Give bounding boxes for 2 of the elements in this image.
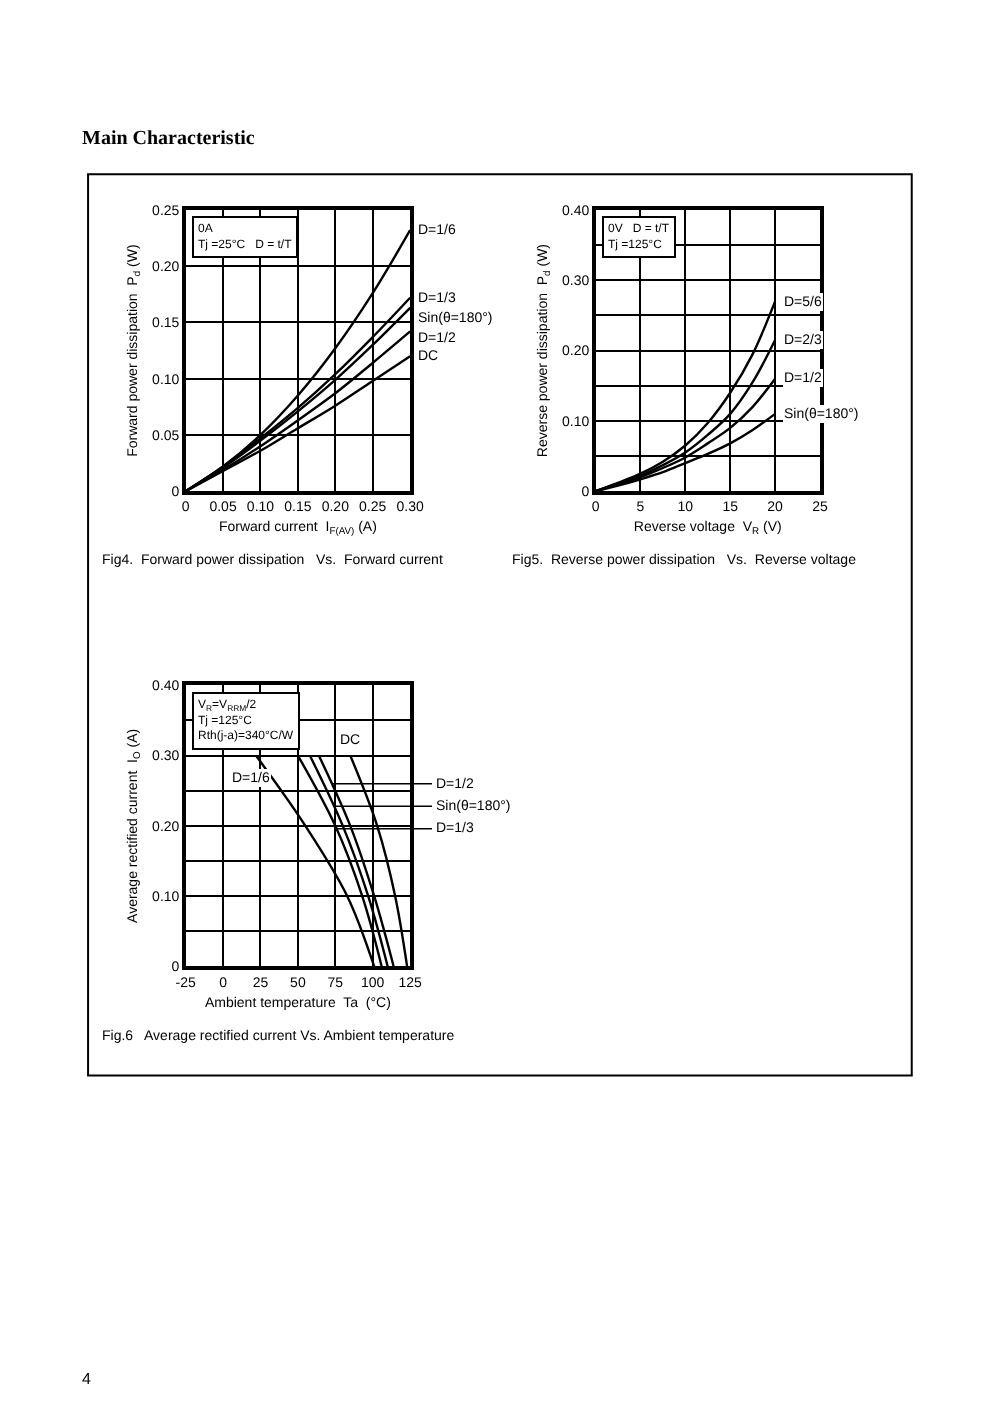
text: 4 bbox=[82, 1370, 92, 1388]
text: Main Characteristic bbox=[82, 128, 256, 150]
